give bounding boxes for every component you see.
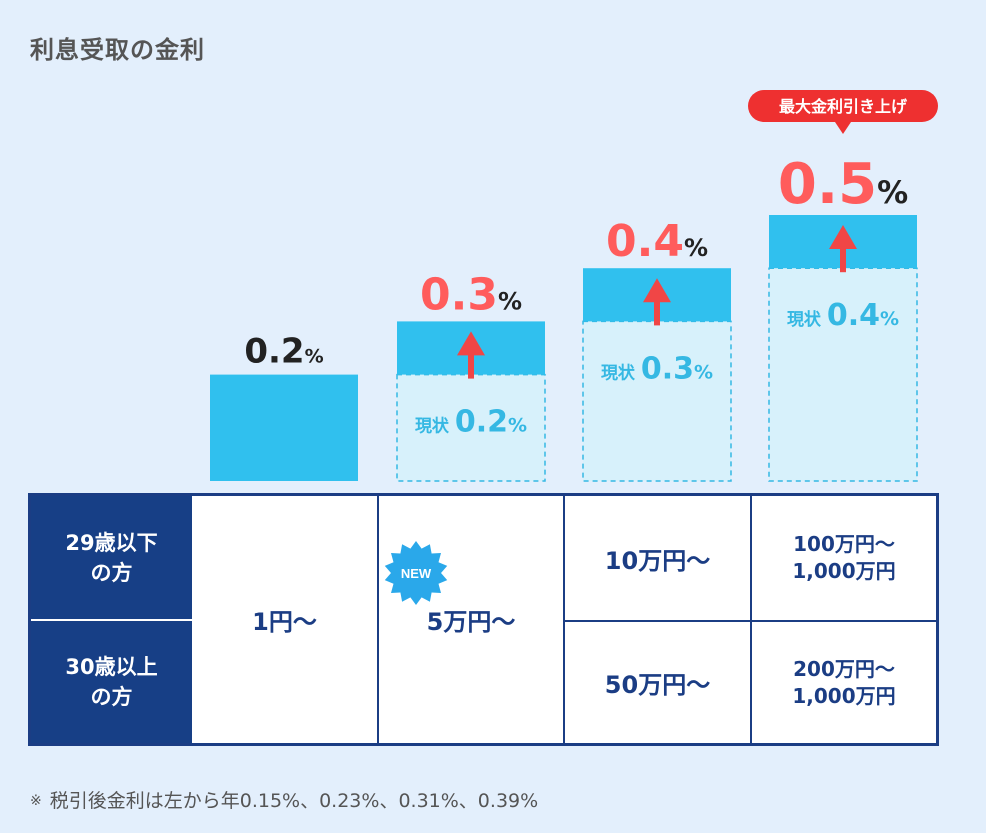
- max-rate-badge-text: 最大金利引き上げ: [779, 97, 908, 116]
- raised-rate-label-0.4: 0.4%: [606, 216, 708, 267]
- rate-up-arrow-icon: [654, 300, 660, 326]
- row-header-under-29-line2: の方: [90, 560, 133, 585]
- new-badge-text: NEW: [401, 566, 432, 581]
- tier-50k-yen: 5万円〜: [426, 608, 516, 636]
- page-title: 利息受取の金利: [30, 36, 205, 64]
- current-rate-label-0.4: 現状 0.4%: [787, 298, 899, 333]
- row-header-over-30-line2: の方: [90, 685, 133, 709]
- tier-1m-yen-line1: 100万円〜: [793, 532, 895, 556]
- table-divider: [563, 496, 565, 743]
- row-header-over-30-line1: 30歳以上: [65, 655, 158, 679]
- current-rate-label-0.2: 現状 0.2%: [415, 405, 527, 440]
- rate-up-arrow-icon: [457, 331, 485, 356]
- interest-rate-chart: 0.2% 現状 0.2% 0.3% 現状 0.3% 0.4% 現状 0.4% 0.5% 最大金…: [210, 90, 938, 482]
- max-rate-badge: [748, 90, 938, 122]
- tier-500k-yen: 50万円〜: [604, 671, 711, 699]
- raised-rate-label-0.3: 0.3%: [420, 269, 522, 320]
- raised-rate-label-0.5: 0.5%: [778, 152, 908, 217]
- tier-2m-yen-line1: 200万円〜: [793, 656, 895, 681]
- footnote-text: 税引後金利は左から年0.15%、0.23%、0.31%、0.39%: [49, 790, 539, 812]
- tier-1m-yen: 100万円〜 1,000万円: [752, 496, 936, 620]
- bar-current-rate-0.3: [582, 320, 732, 482]
- tier-1-yen: 1円〜: [252, 608, 317, 636]
- footnote: ※ 税引後金利は左から年0.15%、0.23%、0.31%、0.39%: [30, 786, 538, 813]
- bar-current-rate-0.2: [396, 373, 546, 482]
- tier-2m-yen-line2: 1,000万円: [792, 683, 896, 708]
- table-divider: [565, 620, 936, 622]
- tier-1m-yen-line2: 1,000万円: [792, 559, 896, 583]
- bar-label-0.2: 0.2%: [244, 332, 323, 372]
- row-header-under-29: 29歳以下 の方: [31, 496, 192, 621]
- new-badge: NEW: [384, 541, 448, 605]
- row-header-under-29-line1: 29歳以下: [65, 530, 158, 555]
- current-rate-label-0.3: 現状 0.3%: [601, 351, 713, 386]
- table-divider: [377, 496, 379, 743]
- rate-up-arrow-icon: [840, 247, 846, 273]
- rate-tier-table: 29歳以下 の方 30歳以上 の方 1円〜 5万円〜 10万円〜 50万円〜 1…: [28, 493, 939, 746]
- rate-up-arrow-icon: [829, 225, 857, 249]
- new-badge-starburst: [384, 541, 448, 605]
- table-divider: [750, 496, 752, 743]
- tier-100k-yen: 10万円〜: [604, 546, 711, 575]
- bar-current-rate-0.4: [768, 267, 918, 482]
- max-rate-badge-pointer: [835, 122, 851, 134]
- footnote-mark: ※: [30, 793, 42, 809]
- row-header-over-30: 30歳以上 の方: [31, 621, 192, 743]
- rate-up-arrow-icon: [643, 278, 671, 303]
- bar-rate-0.2: [210, 374, 358, 481]
- rate-up-arrow-icon: [468, 353, 474, 379]
- tier-2m-yen: 200万円〜 1,000万円: [752, 622, 936, 743]
